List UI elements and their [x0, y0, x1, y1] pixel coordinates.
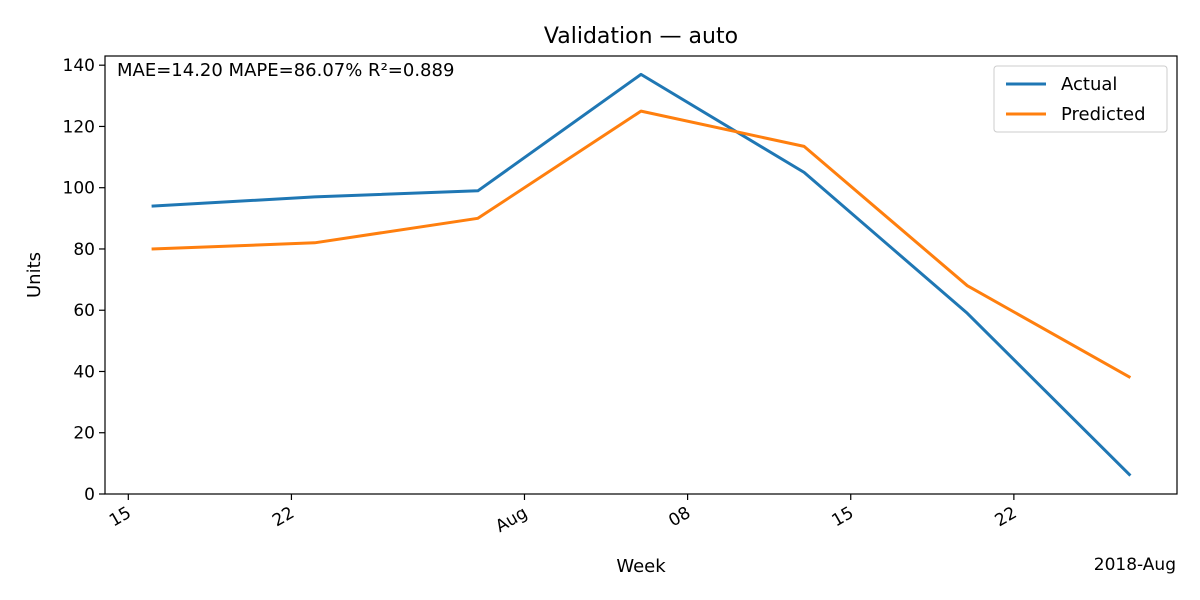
chart-title: Validation — auto	[544, 24, 738, 49]
y-tick-label: 100	[63, 179, 95, 199]
metrics-annotation: MAE=14.20 MAPE=86.07% R²=0.889	[117, 60, 454, 81]
x-tick-label: 22	[992, 503, 1021, 531]
y-tick-label: 40	[73, 362, 95, 382]
legend: Actual Predicted	[993, 65, 1168, 133]
y-axis-label: Units	[24, 252, 45, 298]
y-tick-label: 20	[73, 424, 95, 444]
x-tick-label: 22	[269, 503, 298, 531]
x-axis-label: Week	[616, 556, 666, 577]
series-line-actual	[151, 72, 1132, 477]
legend-label-predicted: Predicted	[1061, 104, 1146, 125]
x-axis: 15 22 Aug 08 15 22	[106, 494, 1020, 537]
x-tick-label: 15	[106, 503, 135, 531]
plot-lines	[151, 72, 1132, 477]
x-offset-label: 2018-Aug	[1094, 555, 1176, 575]
plot-frame	[104, 55, 1178, 495]
y-tick-label: 120	[63, 117, 95, 137]
x-tick-label: Aug	[492, 503, 531, 537]
y-tick-label: 0	[84, 485, 95, 505]
y-axis: 0 20 40 60 80 100 120 140	[63, 56, 105, 505]
y-tick-label: 140	[63, 56, 95, 76]
x-tick-label: 08	[665, 503, 694, 531]
y-tick-label: 60	[73, 301, 95, 321]
y-tick-label: 80	[73, 240, 95, 260]
legend-label-actual: Actual	[1061, 74, 1117, 95]
series-line-predicted	[151, 109, 1132, 379]
x-tick-label: 15	[828, 503, 857, 531]
